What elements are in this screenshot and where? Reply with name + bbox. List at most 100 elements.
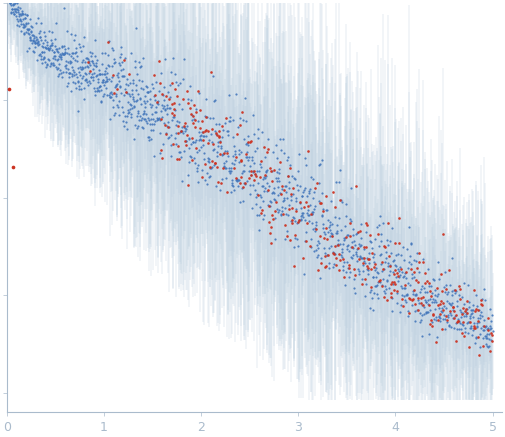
Point [30, 49, 38, 55]
Point [121, 113, 129, 120]
Point [261, 153, 269, 160]
Point [424, 308, 432, 315]
Point [95, 70, 104, 77]
Point [257, 173, 265, 180]
Point [286, 237, 294, 244]
Point [416, 299, 424, 306]
Point [358, 276, 366, 283]
Point [81, 58, 89, 65]
Point [195, 125, 204, 132]
Point [206, 165, 214, 172]
Point [132, 87, 140, 94]
Point [290, 243, 298, 250]
Point [377, 261, 385, 268]
Point [160, 83, 168, 90]
Point [458, 321, 466, 328]
Point [376, 251, 384, 258]
Point [455, 283, 463, 290]
Point [406, 224, 414, 231]
Point [16, 4, 24, 11]
Point [378, 282, 386, 289]
Point [46, 44, 54, 51]
Point [413, 277, 421, 284]
Point [196, 107, 204, 114]
Point [131, 98, 139, 105]
Point [122, 118, 130, 125]
Point [187, 154, 195, 161]
Point [459, 318, 467, 325]
Point [372, 264, 380, 271]
Point [69, 50, 77, 57]
Point [38, 49, 46, 55]
Point [382, 255, 390, 262]
Point [5, 0, 13, 4]
Point [468, 307, 476, 314]
Point [336, 241, 344, 248]
Point [56, 51, 64, 58]
Point [93, 84, 102, 91]
Point [243, 140, 251, 147]
Point [59, 50, 67, 57]
Point [203, 180, 211, 187]
Point [219, 127, 227, 134]
Point [456, 285, 464, 292]
Point [166, 134, 174, 141]
Point [460, 300, 468, 307]
Point [353, 229, 361, 236]
Point [352, 249, 361, 256]
Point [234, 176, 242, 183]
Point [204, 158, 212, 165]
Point [333, 222, 341, 229]
Point [100, 49, 109, 56]
Point [240, 161, 248, 168]
Point [36, 51, 44, 58]
Point [186, 83, 194, 90]
Point [60, 51, 68, 58]
Point [198, 166, 206, 173]
Point [129, 96, 137, 103]
Point [47, 39, 56, 46]
Point [106, 90, 114, 97]
Point [183, 181, 191, 188]
Point [28, 24, 36, 31]
Point [186, 104, 194, 111]
Point [136, 63, 144, 70]
Point [304, 203, 312, 210]
Point [414, 297, 422, 304]
Point [8, 0, 16, 3]
Point [144, 89, 152, 96]
Point [465, 319, 473, 326]
Point [214, 132, 222, 139]
Point [380, 294, 388, 301]
Point [152, 108, 160, 115]
Point [236, 114, 244, 121]
Point [467, 324, 475, 331]
Point [201, 127, 210, 134]
Point [64, 45, 72, 52]
Point [357, 235, 365, 242]
Point [385, 267, 393, 274]
Point [349, 265, 358, 272]
Point [192, 106, 200, 113]
Point [119, 108, 127, 115]
Point [160, 96, 168, 103]
Point [42, 45, 50, 52]
Point [318, 212, 326, 219]
Point [34, 37, 42, 44]
Point [237, 157, 245, 164]
Point [179, 76, 187, 83]
Point [9, 9, 17, 16]
Point [429, 295, 437, 302]
Point [208, 125, 216, 132]
Point [206, 173, 214, 180]
Point [324, 228, 332, 235]
Point [157, 108, 165, 115]
Point [49, 61, 58, 68]
Point [293, 219, 301, 226]
Point [182, 137, 190, 144]
Point [477, 308, 485, 315]
Point [270, 185, 278, 192]
Point [363, 262, 371, 269]
Point [211, 160, 219, 167]
Point [285, 185, 293, 192]
